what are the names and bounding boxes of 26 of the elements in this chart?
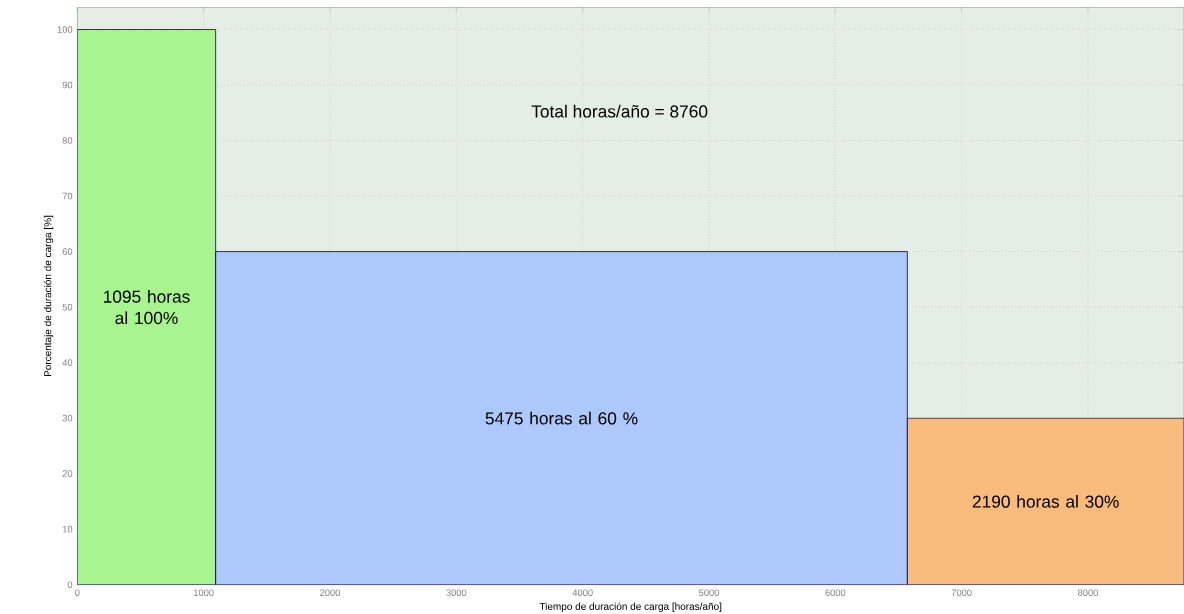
x-tick-label: 6000 [825, 589, 846, 596]
y-tick-label: 100 [57, 26, 73, 33]
x-tick-label: 4000 [572, 589, 593, 596]
annotation: Total horas/año = 8760 [531, 104, 708, 118]
y-tick-label: 50 [62, 303, 73, 311]
x-tick-label: 5000 [699, 589, 720, 596]
y-tick-label: 20 [62, 470, 73, 477]
x-tick-label: 3000 [446, 589, 467, 596]
x-tick-label: 0 [75, 589, 80, 596]
y-tick-label: 40 [62, 359, 73, 366]
y-tick-label: 30 [62, 414, 73, 422]
x-tick-label: 1000 [194, 589, 214, 596]
y-tick-label: 60 [62, 248, 73, 255]
x-tick-label: 2000 [320, 589, 341, 596]
annotation: 1095 horas al 100% [103, 290, 190, 325]
y-tick-label: 0 [67, 581, 73, 588]
y-tick-label: 80 [62, 137, 73, 144]
x-tick-label: 8000 [1078, 589, 1099, 596]
y-tick-label: 70 [62, 192, 73, 200]
x-tick-label: 7000 [951, 589, 972, 596]
x-axis-title: Tiempo de duración de carga [horas/año] [539, 602, 722, 612]
annotation: 5475 horas al 60 % [485, 411, 638, 425]
y-axis-title: Porcentaje de duración de carga [%] [43, 215, 54, 377]
y-tick-label: 90 [62, 81, 73, 89]
y-tick-label: 10 [62, 525, 73, 533]
annotation: 2190 horas al 30% [972, 495, 1119, 508]
